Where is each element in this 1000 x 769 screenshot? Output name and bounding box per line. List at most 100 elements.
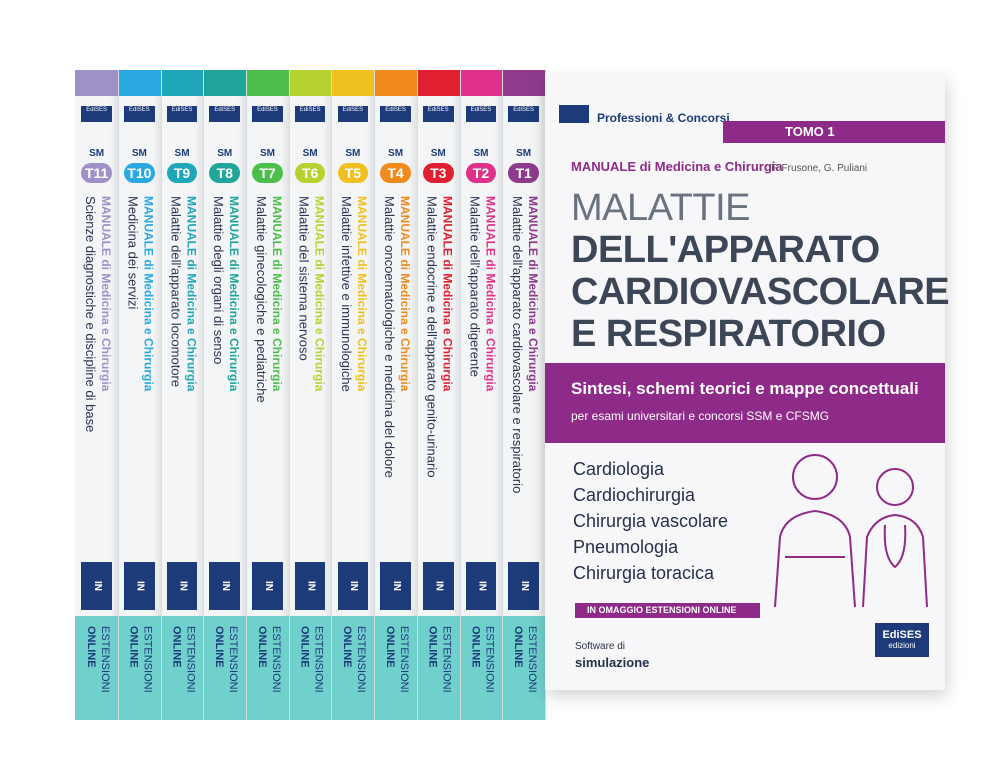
spine-online-1: ESTENSIONI [141,626,154,693]
spine-online-2: ONLINE [426,626,439,668]
spine-online-1: ESTENSIONI [184,626,197,693]
spine-badge: IN OMAGGIO [81,562,112,610]
spine-subject: Malattie degli organi di senso [211,196,227,365]
spine-series: SM [89,148,105,159]
spine: EdiSES SM T3 MANUALE di Medicina e Chirurgi… [416,70,461,720]
publisher-logo: EdiSES edizioni [875,623,929,657]
spine-foot: ESTENSIONI ONLINE [331,616,375,720]
spine-online-1: ESTENSIONI [98,626,111,693]
spine-logo: EdiSES [124,106,155,122]
spine: EdiSES SM T4 MANUALE di Medicina e Chirurgi… [374,70,418,720]
spine-volume: T11 [81,163,112,183]
tome: TOMO 1 [723,121,945,143]
spine-foot: ESTENSIONI ONLINE [416,616,460,720]
spine-online-2: ONLINE [255,626,268,668]
spine-online-2: ONLINE [469,626,482,668]
software-1: Software di [575,641,626,652]
spine-band [118,70,161,96]
spine: EdiSES SM T10 MANUALE di Medicina e Chirurg… [118,70,162,720]
spine-subject: Malattie endocrine e dell'apparato genit… [424,196,440,478]
spine-volume: T4 [380,163,411,183]
spine-text: MANUALE di Medicina e Chirurgia Malattie … [250,196,285,556]
spine-subject: Malattie dell'apparato digerente [467,196,483,377]
spine-text: MANUALE di Medicina e Chirurgia Medicina … [122,196,157,556]
spine-volume: T3 [422,163,454,183]
spine-logo: EdiSES [294,106,326,122]
spine-foot: ESTENSIONI ONLINE [459,616,503,720]
spine-badge: IN OMAGGIO [465,562,497,610]
topic: Chirurgia vascolare [573,511,729,531]
collana: MANUALE di Medicina e Chirurgia [571,159,783,174]
subtitle: Sintesi, schemi teorici e mappe concettu… [571,379,919,398]
front-cover: Professioni & Concorsi TOMO 1 MANUALE di… [545,75,950,690]
spine-band [374,70,417,96]
spine-subject: Malattie infettive e immunologiche [339,196,355,392]
spine-volume: T10 [124,163,155,183]
title-line: E RESPIRATORIO [571,313,886,355]
illustration-lines [774,454,928,608]
spine-online-2: ONLINE [383,626,396,668]
title-line: DELL'APPARATO [571,229,880,271]
spine-online-2: ONLINE [213,626,226,668]
publisher-name: EdiSES [882,629,922,641]
spine-logo: EdiSES [252,106,283,122]
spine-subject: Malattie dell'apparato locomotore [168,196,184,388]
spine-badge: IN OMAGGIO [166,562,198,610]
spine-band [75,70,118,96]
spine-collana: MANUALE di Medicina e Chirurgia [184,196,199,392]
spine-collana: MANUALE di Medicina e Chirurgia [525,196,540,392]
spine: EdiSES SM T7 MANUALE di Medicina e Chirurgi… [246,70,290,720]
spine-volume: T2 [465,163,497,183]
spine-logo: EdiSES [508,106,539,122]
spine-collana: MANUALE di Medicina e Chirurgia [98,196,113,392]
spine-collana: MANUALE di Medicina e Chirurgia [227,196,242,392]
spine-band [416,70,460,96]
spine: EdiSES SM T5 MANUALE di Medicina e Chirurgi… [331,70,376,720]
publisher-sub: edizioni [888,641,916,650]
spine-foot: ESTENSIONI ONLINE [203,616,247,720]
title-line: MALATTIE [571,187,751,229]
spine-foot: ESTENSIONI ONLINE [118,616,161,720]
spine-online-1: ESTENSIONI [483,626,496,693]
spine-collana: MANUALE di Medicina e Chirurgia [397,196,412,392]
spine-text: MANUALE di Medicina e Chirurgia Malattie … [421,196,456,556]
spine-online-2: ONLINE [511,626,524,668]
spine-series: SM [259,148,275,159]
spine-text: MANUALE di Medicina e Chirurgia Malattie … [506,196,541,556]
title-line: CARDIOVASCOLARE [571,271,950,313]
spine: EdiSES SM T9 MANUALE di Medicina e Chirurgi… [160,70,205,720]
spine-online-2: ONLINE [341,626,354,668]
spine-logo: EdiSES [422,106,454,122]
spine-foot: ESTENSIONI ONLINE [288,616,332,720]
spine-band [246,70,289,96]
spine-collana: MANUALE di Medicina e Chirurgia [269,196,284,392]
spine-logo: EdiSES [209,106,241,122]
spine-logo: EdiSES [337,106,369,122]
spine-online-1: ESTENSIONI [227,626,240,693]
spine-online-1: ESTENSIONI [355,626,368,693]
spine-subject: Malattie ginecologiche e pediatriche [253,196,269,403]
spine-badge: IN OMAGGIO [508,562,539,610]
spine-band [459,70,503,96]
spine-foot: ESTENSIONI ONLINE [160,616,204,720]
spine-band [331,70,375,96]
spine-text: MANUALE di Medicina e Chirurgia Malattie … [378,196,413,556]
topic: Cardiologia [573,459,665,479]
topic: Pneumologia [573,537,679,557]
spine-badge: IN OMAGGIO [337,562,369,610]
spine-text: MANUALE di Medicina e Chirurgia Scienze d… [79,196,114,556]
spine-logo: EdiSES [166,106,198,122]
spine-band [288,70,332,96]
spine-online-2: ONLINE [127,626,140,668]
spine-volume: T6 [294,163,326,183]
spine-series: SM [174,148,190,159]
spine-series: SM [388,148,404,159]
spine-online-2: ONLINE [84,626,97,668]
spine-badge: IN OMAGGIO [209,562,241,610]
spine-band [502,70,545,96]
spine: EdiSES SM T2 MANUALE di Medicina e Chirurgi… [459,70,504,720]
spine-text: MANUALE di Medicina e Chirurgia Malattie … [165,196,200,556]
cover-logo-mark [559,105,589,123]
spine-volume: T5 [337,163,369,183]
spine-subject: Malattie del sistema nervoso [296,196,312,361]
